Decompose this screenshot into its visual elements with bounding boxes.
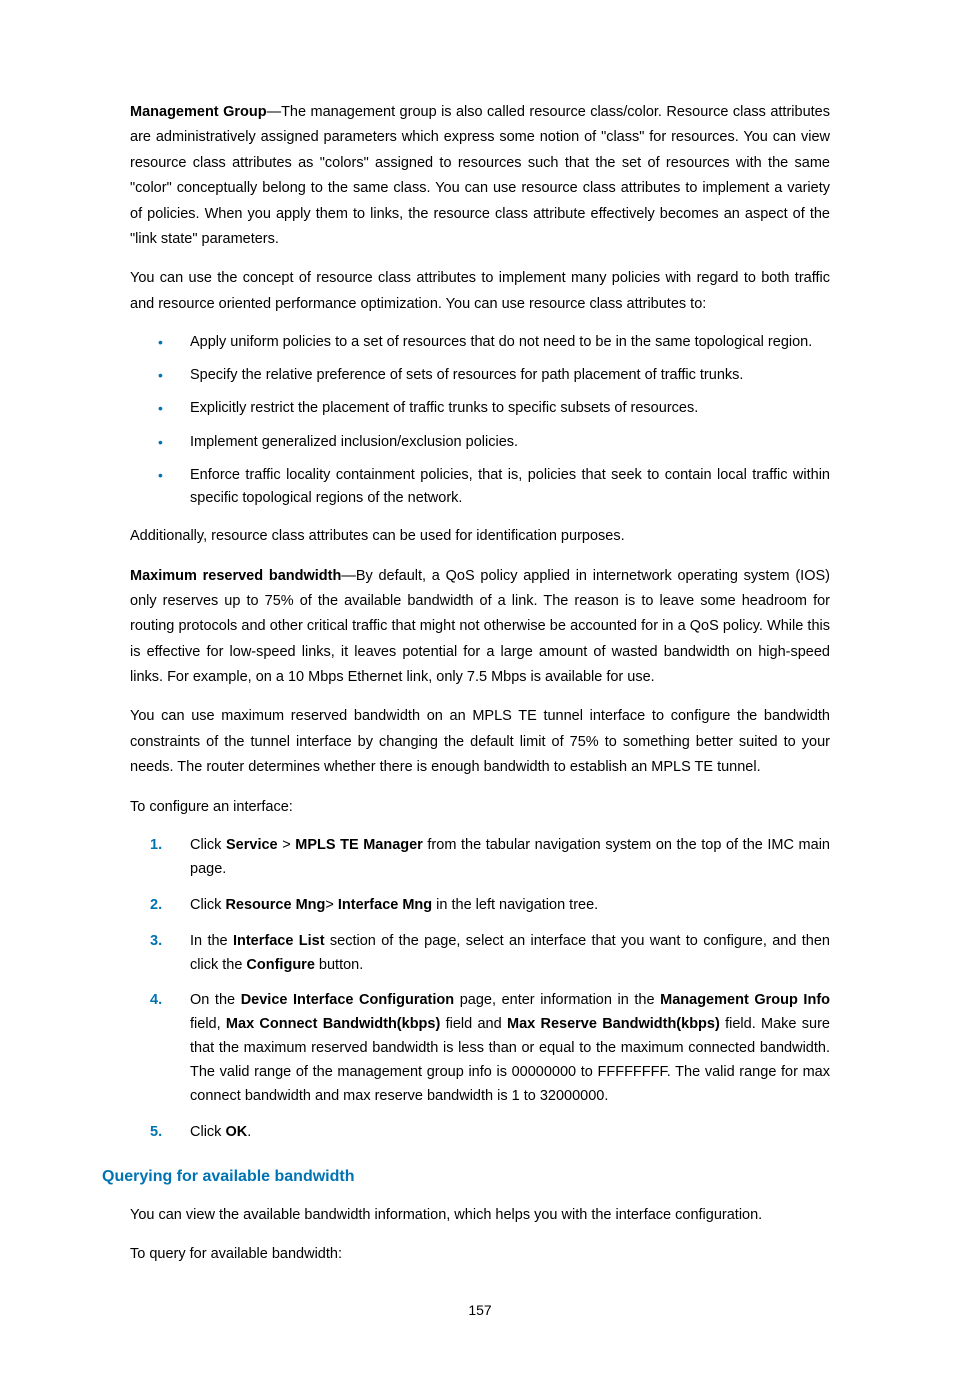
text: field and [440, 1016, 507, 1032]
paragraph: To query for available bandwidth: [130, 1242, 830, 1267]
list-item: Explicitly restrict the placement of tra… [130, 397, 830, 420]
term-management-group: Management Group [130, 104, 267, 120]
text: . [247, 1124, 251, 1140]
section-heading: Querying for available bandwidth [102, 1163, 830, 1191]
text: page, enter information in the [454, 992, 660, 1008]
paragraph: You can view the available bandwidth inf… [130, 1203, 830, 1228]
step-item: Click Resource Mng> Interface Mng in the… [130, 894, 830, 918]
ui-label: Interface List [233, 933, 325, 949]
paragraph: You can use the concept of resource clas… [130, 266, 830, 317]
text: In the [190, 933, 233, 949]
paragraph: Maximum reserved bandwidth—By default, a… [130, 564, 830, 691]
text: in the left navigation tree. [432, 897, 598, 913]
ui-label: Device Interface Configuration [241, 992, 454, 1008]
ui-label: Configure [246, 957, 314, 973]
list-item: Specify the relative preference of sets … [130, 364, 830, 387]
list-item: Apply uniform policies to a set of resou… [130, 331, 830, 354]
ui-label: MPLS TE Manager [295, 837, 423, 853]
paragraph: You can use maximum reserved bandwidth o… [130, 704, 830, 780]
text: > [278, 837, 296, 853]
text: Click [190, 1124, 225, 1140]
step-item: Click OK. [130, 1121, 830, 1145]
text: On the [190, 992, 241, 1008]
text: Click [190, 897, 225, 913]
ui-label: Max Connect Bandwidth(kbps) [226, 1016, 440, 1032]
paragraph: Management Group—The management group is… [130, 100, 830, 252]
ui-label: Interface Mng [338, 897, 432, 913]
term-max-reserved-bandwidth: Maximum reserved bandwidth [130, 568, 341, 584]
ui-label: Service [226, 837, 278, 853]
ui-label: Max Reserve Bandwidth(kbps) [507, 1016, 720, 1032]
ordered-steps: Click Service > MPLS TE Manager from the… [130, 834, 830, 1145]
page-number: 157 [130, 1298, 830, 1323]
step-item: Click Service > MPLS TE Manager from the… [130, 834, 830, 882]
ui-label: OK [225, 1124, 247, 1140]
ui-label: Management Group Info [660, 992, 830, 1008]
bullet-list: Apply uniform policies to a set of resou… [130, 331, 830, 510]
text: > [325, 897, 338, 913]
document-content: Management Group—The management group is… [130, 100, 830, 1322]
paragraph: Additionally, resource class attributes … [130, 524, 830, 549]
step-item: On the Device Interface Configuration pa… [130, 989, 830, 1109]
paragraph: To configure an interface: [130, 795, 830, 820]
list-item: Implement generalized inclusion/exclusio… [130, 431, 830, 454]
text: —By default, a QoS policy applied in int… [130, 568, 830, 686]
text: button. [315, 957, 363, 973]
step-item: In the Interface List section of the pag… [130, 930, 830, 978]
text: field, [190, 1016, 226, 1032]
text: —The management group is also called res… [130, 104, 830, 247]
text: Click [190, 837, 226, 853]
ui-label: Resource Mng [225, 897, 325, 913]
list-item: Enforce traffic locality containment pol… [130, 464, 830, 510]
